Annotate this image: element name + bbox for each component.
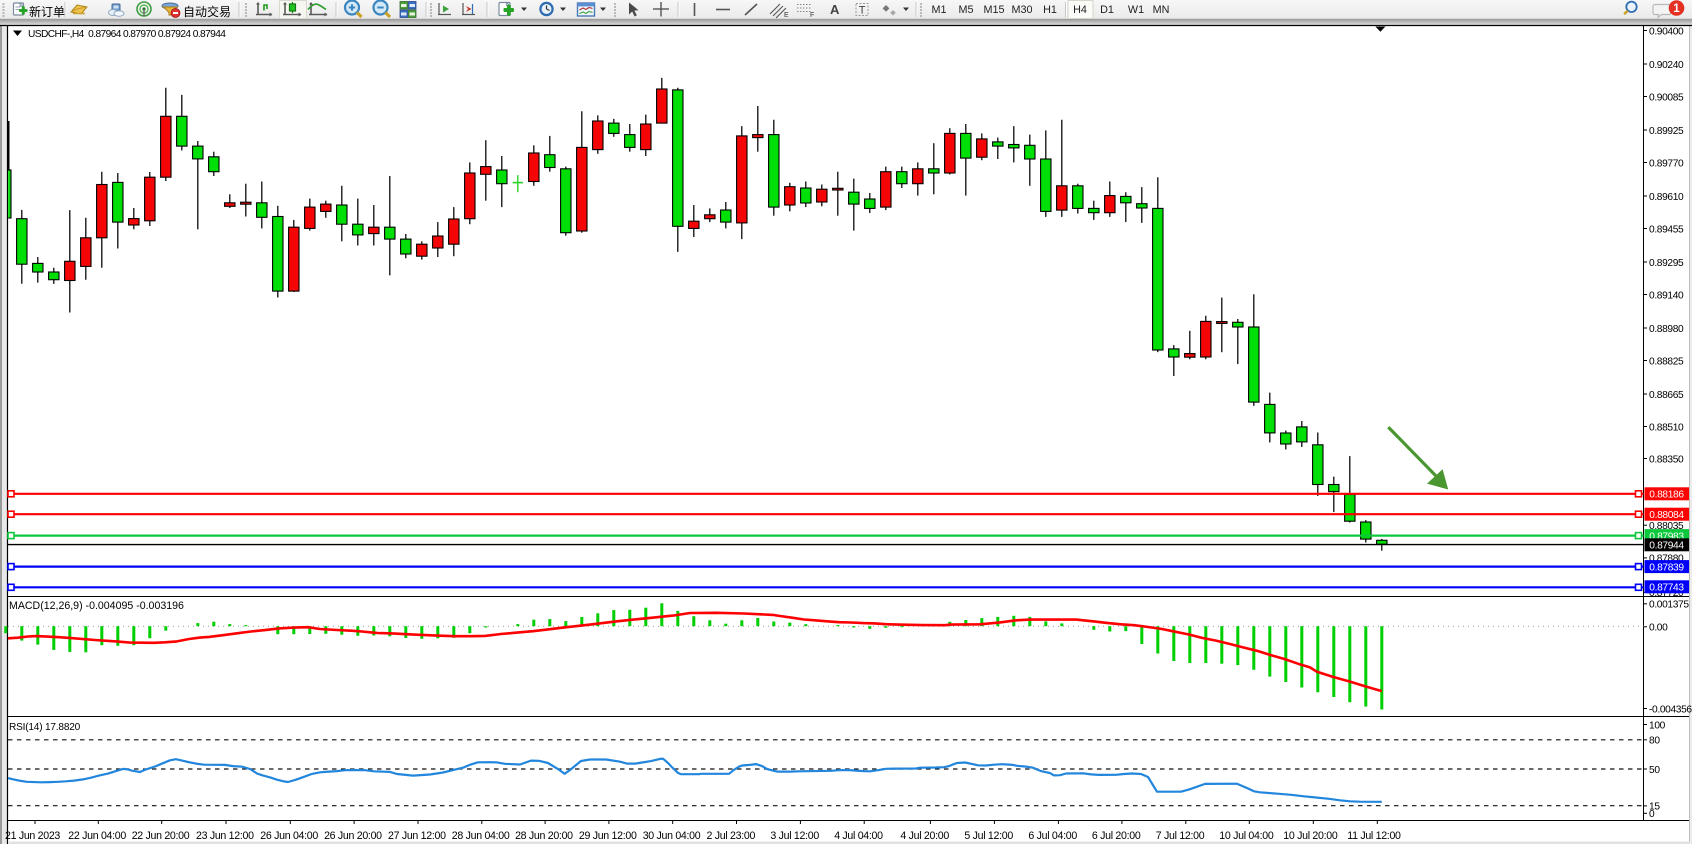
svg-text:0.87839: 0.87839 [1649,562,1684,573]
svg-text:F: F [810,12,814,19]
svg-text:M30: M30 [1011,4,1032,16]
svg-text:H1: H1 [1043,4,1057,16]
svg-text:22 Jun 20:00: 22 Jun 20:00 [132,830,190,842]
svg-text:0.88035: 0.88035 [1649,521,1684,532]
svg-text:1: 1 [1673,3,1680,15]
svg-text:28 Jun 20:00: 28 Jun 20:00 [515,830,573,842]
svg-text:80: 80 [1649,736,1660,747]
svg-text:0.89925: 0.89925 [1649,126,1684,137]
svg-text:22 Jun 04:00: 22 Jun 04:00 [68,830,126,842]
svg-text:4 Jul 20:00: 4 Jul 20:00 [900,830,949,842]
svg-text:E: E [784,12,789,19]
svg-text:26 Jun 20:00: 26 Jun 20:00 [324,830,382,842]
svg-text:50: 50 [1649,765,1660,776]
svg-text:0.90240: 0.90240 [1649,60,1684,71]
svg-text:0.88980: 0.88980 [1649,324,1684,335]
svg-text:MACD(12,26,9) -0.004095 -0.003: MACD(12,26,9) -0.004095 -0.003196 [9,600,184,612]
svg-text:-0.004356: -0.004356 [1649,704,1692,715]
svg-text:0.87743: 0.87743 [1649,583,1684,594]
svg-text:0.001375: 0.001375 [1649,600,1689,611]
svg-text:23 Jun 12:00: 23 Jun 12:00 [196,830,254,842]
svg-text:0.89610: 0.89610 [1649,192,1684,203]
svg-text:RSI(14) 17.8820: RSI(14) 17.8820 [9,722,81,733]
svg-text:30 Jun 04:00: 30 Jun 04:00 [643,830,701,842]
svg-text:6 Jul 04:00: 6 Jul 04:00 [1028,830,1077,842]
svg-text:0.88350: 0.88350 [1649,454,1684,465]
svg-text:0.87880: 0.87880 [1649,554,1684,565]
svg-text:W1: W1 [1128,4,1144,16]
svg-text:0.89770: 0.89770 [1649,158,1684,169]
svg-text:M5: M5 [959,4,974,16]
svg-text:27 Jun 12:00: 27 Jun 12:00 [388,830,446,842]
svg-text:28 Jun 04:00: 28 Jun 04:00 [452,830,510,842]
svg-text:0.88084: 0.88084 [1649,510,1684,521]
svg-text:0.88665: 0.88665 [1649,390,1684,401]
svg-text:21 Jun 2023: 21 Jun 2023 [5,830,60,842]
svg-text:0.89140: 0.89140 [1649,290,1684,301]
svg-text:0.88186: 0.88186 [1649,490,1684,501]
svg-text:0.89295: 0.89295 [1649,258,1684,269]
svg-text:3 Jul 12:00: 3 Jul 12:00 [770,830,819,842]
svg-text:M15: M15 [983,4,1004,16]
svg-text:M1: M1 [932,4,947,16]
svg-text:0.87944: 0.87944 [1649,541,1684,552]
svg-text:0.88825: 0.88825 [1649,356,1684,367]
svg-text:5 Jul 12:00: 5 Jul 12:00 [964,830,1013,842]
svg-text:15: 15 [1649,802,1660,813]
svg-text:A: A [830,2,840,17]
svg-text:26 Jun 04:00: 26 Jun 04:00 [260,830,318,842]
svg-text:29 Jun 12:00: 29 Jun 12:00 [579,830,637,842]
svg-text:D1: D1 [1100,4,1114,16]
svg-text:0.89455: 0.89455 [1649,224,1684,235]
svg-text:0.87983: 0.87983 [1649,531,1684,542]
svg-text:2 Jul 23:00: 2 Jul 23:00 [707,830,756,842]
svg-text:7 Jul 12:00: 7 Jul 12:00 [1156,830,1205,842]
svg-text:0.00: 0.00 [1649,623,1668,634]
svg-text:0.90085: 0.90085 [1649,92,1684,103]
svg-text:4 Jul 04:00: 4 Jul 04:00 [834,830,883,842]
svg-text:0: 0 [1649,809,1655,820]
svg-text:11 Jul 12:00: 11 Jul 12:00 [1347,830,1401,842]
svg-text:0.88510: 0.88510 [1649,422,1684,433]
svg-text:10 Jul 04:00: 10 Jul 04:00 [1219,830,1274,842]
svg-text:0.90400: 0.90400 [1649,26,1684,37]
svg-text:MN: MN [1153,4,1170,16]
svg-text:0.87720: 0.87720 [1649,588,1684,599]
svg-text:100: 100 [1649,720,1666,731]
svg-text:10 Jul 20:00: 10 Jul 20:00 [1283,830,1338,842]
svg-text:6 Jul 20:00: 6 Jul 20:00 [1092,830,1141,842]
svg-text:H4: H4 [1073,4,1087,16]
svg-text:T: T [859,5,866,17]
svg-text:USDCHF-,H4 0.87964 0.87970 0.: USDCHF-,H4 0.87964 0.87970 0.87924 0.879… [28,29,226,40]
